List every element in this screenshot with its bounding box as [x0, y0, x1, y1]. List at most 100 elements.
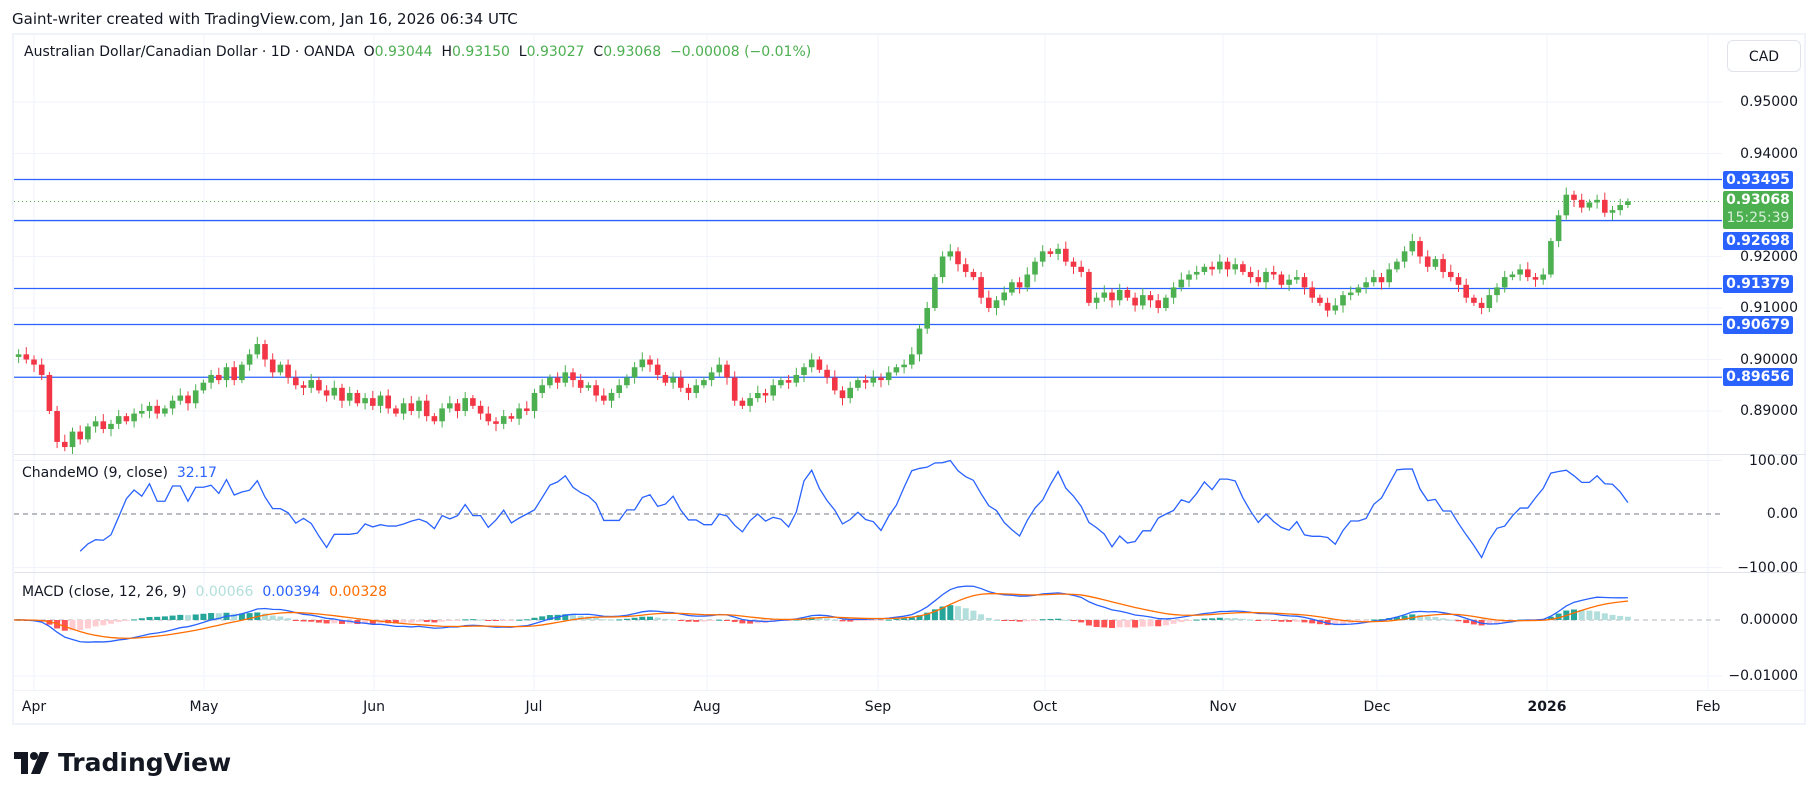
- macd-histogram-bar: [192, 614, 199, 620]
- candle-body: [200, 382, 207, 391]
- macd-histogram-bar: [100, 620, 107, 626]
- macd-histogram-bar: [446, 620, 453, 621]
- candle-body: [454, 403, 461, 411]
- macd-histogram-bar: [1270, 620, 1277, 621]
- candle-body: [878, 377, 884, 381]
- macd-histogram-bar: [200, 613, 207, 620]
- close-label: C: [593, 44, 604, 60]
- candle-body: [547, 377, 553, 386]
- macd-histogram-bar: [1085, 620, 1092, 626]
- candle-body: [816, 359, 823, 370]
- candle-body: [1517, 269, 1523, 275]
- candle-body: [731, 377, 738, 401]
- candle-body: [701, 380, 707, 386]
- candle-body: [439, 408, 445, 422]
- candle-body: [1278, 274, 1285, 285]
- macd-histogram-bar: [1601, 613, 1608, 620]
- macd-histogram-bar: [1239, 618, 1246, 620]
- candle-body: [524, 408, 530, 411]
- macd-histogram-bar: [1008, 620, 1015, 622]
- macd-title[interactable]: MACD (close, 12, 26, 9): [22, 584, 187, 600]
- macd-histogram-bar: [1571, 609, 1577, 620]
- macd-histogram-bar: [1209, 618, 1216, 620]
- candle-body: [493, 421, 499, 424]
- candle-body: [832, 377, 838, 391]
- macd-histogram-bar: [277, 616, 284, 620]
- candle-body: [870, 377, 877, 383]
- candle-body: [354, 392, 361, 404]
- price-tick-label: 0.90000: [1740, 351, 1798, 368]
- macd-histogram-bar: [985, 617, 992, 620]
- time-tick-label: Feb: [1695, 699, 1721, 715]
- candle-body: [1424, 256, 1431, 267]
- macd-histogram-bar: [208, 613, 215, 620]
- candle-body: [377, 395, 384, 406]
- high-label: H: [441, 44, 452, 60]
- macd-histogram-bar: [716, 619, 723, 621]
- candle-body: [300, 385, 307, 388]
- tradingview-logo[interactable]: TradingView: [14, 748, 231, 777]
- candle-body: [1209, 266, 1215, 270]
- macd-histogram-bar: [731, 620, 738, 622]
- currency-button[interactable]: CAD: [1727, 40, 1801, 72]
- macd-histogram-bar: [1378, 619, 1385, 621]
- time-tick-label: Dec: [1363, 699, 1391, 715]
- candle-body: [824, 369, 830, 378]
- macd-histogram-bar: [516, 619, 523, 621]
- candle-body: [986, 297, 992, 308]
- candle-body: [1086, 271, 1092, 303]
- macd-histogram-bar: [847, 620, 854, 622]
- candle-body: [1401, 251, 1408, 262]
- macd-histogram-bar: [647, 616, 653, 620]
- macd-histogram-bar: [431, 620, 438, 623]
- symbol-name[interactable]: Australian Dollar/Canadian Dollar · 1D ·…: [24, 44, 355, 60]
- macd-histogram-bar: [1001, 620, 1008, 621]
- close-value: 0.93068: [603, 44, 662, 60]
- macd-histogram-bar: [831, 619, 838, 621]
- candle-body: [939, 256, 946, 278]
- macd-histogram-bar: [916, 615, 923, 620]
- candle-body: [316, 380, 322, 391]
- candle-body: [277, 364, 284, 373]
- macd-histogram-bar: [439, 620, 446, 622]
- candle-body: [408, 403, 415, 411]
- candle-body: [269, 359, 276, 373]
- macd-histogram-bar: [169, 615, 176, 620]
- candle-body: [1032, 261, 1038, 275]
- macd-histogram-bar: [1162, 620, 1169, 626]
- macd-histogram-bar: [1132, 620, 1139, 628]
- macd-histogram-bar: [924, 612, 931, 620]
- macd-histogram-bar: [423, 620, 430, 623]
- time-tick-label: 2026: [1527, 699, 1567, 715]
- macd-histogram-bar: [8, 620, 14, 621]
- candle-body: [639, 359, 646, 368]
- macd-histogram-bar: [1116, 620, 1123, 628]
- price-tick-label: 0.91000: [1740, 300, 1798, 316]
- macd-histogram-bar: [577, 615, 584, 620]
- candle-body: [1063, 248, 1069, 262]
- level-price-tag: 0.89656: [1723, 368, 1793, 387]
- macd-line: [14, 585, 1628, 643]
- macd-histogram-bar: [238, 613, 245, 620]
- bar-countdown: 15:25:39: [1726, 210, 1790, 226]
- macd-histogram-bar: [1301, 620, 1308, 623]
- candle-body: [285, 364, 291, 378]
- chande-title[interactable]: ChandeMO (9, close): [22, 465, 168, 481]
- candle-body: [1409, 241, 1416, 252]
- candle-body: [762, 392, 769, 396]
- candle-body: [1016, 282, 1023, 288]
- candle-body: [1286, 279, 1292, 285]
- candle-body: [1378, 277, 1385, 283]
- macd-histogram-bar: [1155, 620, 1162, 627]
- macd-histogram-bar: [1316, 620, 1323, 625]
- candle-body: [1594, 199, 1600, 203]
- candle-body: [1394, 261, 1400, 270]
- macd-histogram-bar: [562, 614, 569, 620]
- candle-body: [862, 380, 869, 383]
- macd-histogram-bar: [146, 617, 153, 620]
- candle-body: [924, 308, 930, 329]
- macd-histogram-bar: [639, 616, 646, 620]
- candle-body: [462, 398, 468, 411]
- macd-histogram-bar: [870, 620, 877, 621]
